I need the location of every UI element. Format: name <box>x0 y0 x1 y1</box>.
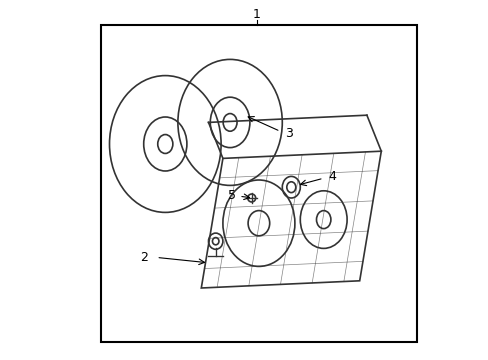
Bar <box>101 25 416 342</box>
Text: 1: 1 <box>253 8 261 21</box>
Text: 3: 3 <box>285 127 293 140</box>
Text: 4: 4 <box>328 170 336 183</box>
Text: 5: 5 <box>227 189 235 202</box>
Text: 2: 2 <box>140 251 147 264</box>
